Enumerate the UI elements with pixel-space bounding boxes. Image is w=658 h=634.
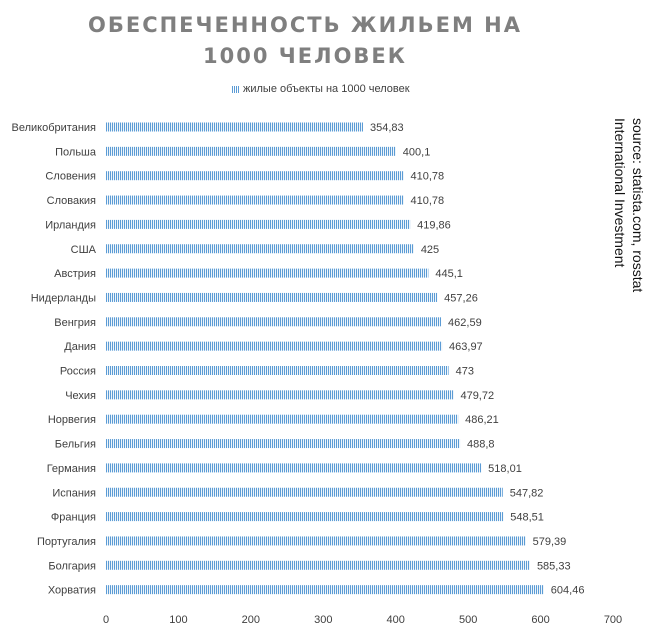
bar	[106, 122, 363, 132]
bar	[106, 195, 404, 205]
x-tick-label: 700	[604, 614, 622, 626]
x-tick-label: 300	[314, 614, 332, 626]
x-tick-label: 100	[169, 614, 187, 626]
chart-legend: жилые объекты на 1000 человек	[232, 82, 410, 96]
bar	[106, 292, 438, 302]
x-tick-label: 200	[242, 614, 260, 626]
bar	[106, 317, 442, 327]
data-label: 547,82	[510, 487, 544, 499]
bar	[106, 512, 504, 522]
category-label: Франция	[51, 512, 96, 524]
data-label: 604,46	[551, 585, 585, 597]
x-tick-label: 400	[387, 614, 405, 626]
data-label: 419,86	[417, 219, 451, 231]
chart-title: ОБЕСПЕЧЕННОСТЬ ЖИЛЬЕМ НА 1000 ЧЕЛОВЕК	[87, 13, 523, 68]
data-label: 473	[456, 366, 474, 378]
data-label: 585,33	[537, 560, 571, 572]
data-label: 488,8	[467, 439, 495, 451]
bar	[106, 268, 429, 278]
data-label: 410,78	[411, 171, 445, 183]
category-label: США	[71, 244, 97, 256]
bar	[106, 414, 459, 424]
category-label: Португалия	[37, 536, 96, 548]
category-label: Дания	[64, 341, 96, 353]
bar	[106, 585, 544, 595]
category-label: Венгрия	[54, 317, 96, 329]
bar	[106, 463, 482, 473]
category-label: Германия	[47, 463, 96, 475]
bar	[106, 439, 461, 449]
category-label: Ирландия	[45, 219, 96, 231]
data-label: 354,83	[370, 122, 404, 134]
x-tick-label: 0	[103, 614, 109, 626]
bar	[106, 390, 454, 400]
bar	[106, 560, 530, 570]
category-label: Норвегия	[48, 414, 96, 426]
category-label: Словакия	[47, 195, 96, 207]
data-label: 463,97	[449, 341, 483, 353]
category-label: Россия	[60, 366, 96, 378]
bar	[106, 244, 414, 254]
bar	[106, 536, 526, 546]
category-label: Великобритания	[12, 122, 97, 134]
data-label: 462,59	[448, 317, 482, 329]
legend-label: жилые объекты на 1000 человек	[243, 83, 410, 95]
data-label: 486,21	[465, 414, 499, 426]
data-label: 410,78	[411, 195, 445, 207]
source-note-line1: International Investment	[612, 118, 628, 268]
data-label: 518,01	[488, 463, 522, 475]
bar	[106, 219, 411, 229]
source-note-line2: source: statista.com, rosstat	[630, 118, 646, 293]
data-label: 445,1	[435, 268, 463, 280]
bar	[106, 171, 404, 181]
category-label: Испания	[52, 487, 96, 499]
source-note: International Investment source: statist…	[612, 118, 652, 318]
category-label: Хорватия	[48, 585, 96, 597]
bar	[106, 341, 443, 351]
legend-swatch	[232, 85, 239, 93]
category-label: Польша	[55, 146, 97, 158]
x-tick-label: 500	[459, 614, 477, 626]
data-label: 579,39	[533, 536, 567, 548]
bar	[106, 366, 449, 375]
category-label: Бельгия	[55, 439, 96, 451]
category-label: Австрия	[54, 268, 96, 280]
data-label: 457,26	[444, 292, 478, 304]
data-label: 400,1	[403, 146, 431, 158]
x-tick-label: 600	[531, 614, 549, 626]
category-label: Болгария	[48, 560, 96, 572]
category-label: Чехия	[65, 390, 96, 402]
bar	[106, 146, 396, 156]
data-label: 479,72	[460, 390, 494, 402]
bar	[106, 487, 503, 497]
data-label: 425	[421, 244, 439, 256]
data-label: 548,51	[510, 512, 544, 524]
category-label: Нидерланды	[31, 292, 96, 304]
category-label: Словения	[45, 171, 96, 183]
